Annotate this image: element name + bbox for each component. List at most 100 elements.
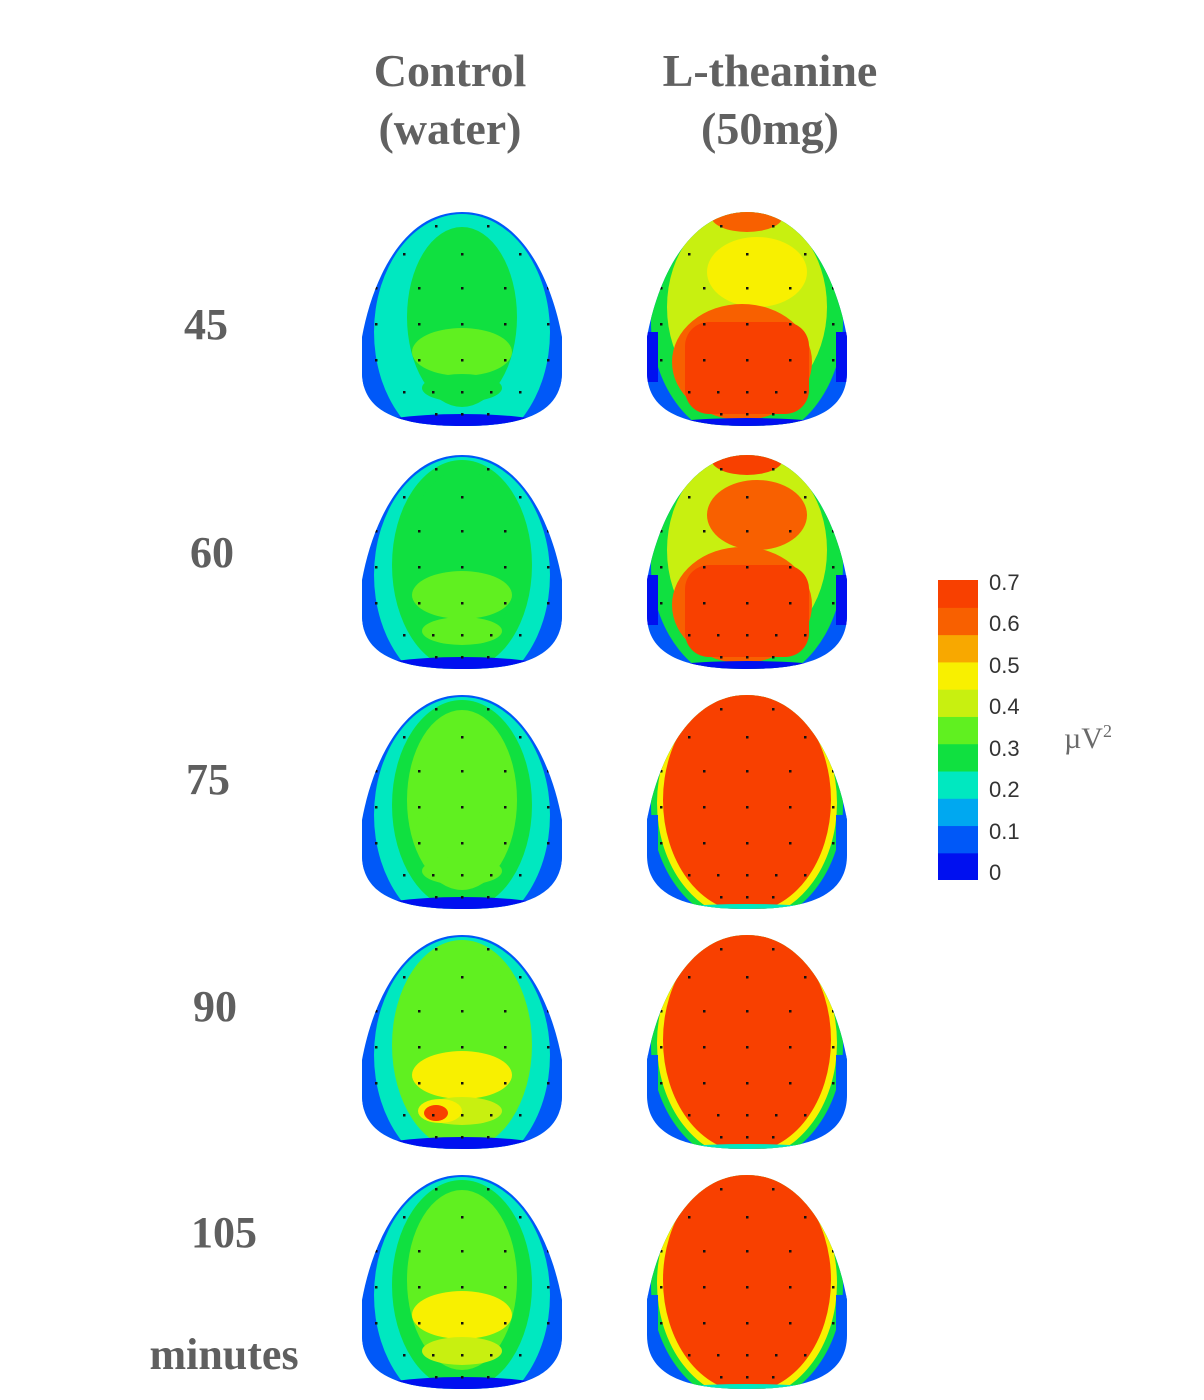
- electrode-dot: [688, 253, 691, 256]
- electrode-dot: [487, 1188, 490, 1191]
- electrode-dot: [547, 359, 550, 362]
- electrode-dot: [375, 1046, 378, 1049]
- map-edge-bottom: [367, 1137, 557, 1149]
- electrode-dot: [772, 948, 775, 951]
- electrode-dot: [720, 948, 723, 951]
- electrode-dot: [504, 530, 507, 533]
- electrode-dot: [519, 1354, 522, 1357]
- colorbar-unit-base: µV: [1064, 722, 1103, 755]
- electrode-dot: [804, 874, 807, 877]
- map-edge-left: [362, 1300, 371, 1350]
- electrode-dot: [461, 1114, 464, 1117]
- colorbar-segment: [938, 607, 978, 636]
- map-edge-right: [553, 580, 562, 630]
- electrode-dot: [772, 1188, 775, 1191]
- electrode-dot: [435, 413, 438, 416]
- electrode-dot: [746, 496, 749, 499]
- electrode-dot: [832, 287, 835, 290]
- map-edge-left: [362, 820, 371, 870]
- electrode-dot: [832, 842, 835, 845]
- electrode-dot: [660, 842, 663, 845]
- column-title-control: Control (water): [330, 42, 570, 158]
- electrode-dot: [435, 1188, 438, 1191]
- colorbar: [938, 580, 978, 880]
- electrode-dot: [519, 976, 522, 979]
- electrode-dot: [461, 842, 464, 845]
- electrode-dot: [775, 1114, 778, 1117]
- electrode-dot: [804, 976, 807, 979]
- electrode-dot: [717, 391, 720, 394]
- electrode-dot: [461, 496, 464, 499]
- electrode-dot: [519, 874, 522, 877]
- electrode-dot: [660, 1010, 663, 1013]
- electrode-dot: [435, 225, 438, 228]
- electrode-dot: [832, 1046, 835, 1049]
- electrode-dot: [490, 1114, 493, 1117]
- electrode-dot: [375, 1010, 378, 1013]
- electrode-dot: [720, 468, 723, 471]
- colorbar-segment: [938, 852, 978, 880]
- electrode-dot: [804, 1354, 807, 1357]
- colorbar-tick-label: 0.3: [989, 735, 1020, 761]
- head-map-control-60: [362, 455, 562, 669]
- electrode-dot: [772, 413, 775, 416]
- electrode-dot: [746, 1114, 749, 1117]
- electrode-dot: [375, 602, 378, 605]
- map-region-parietal: [422, 1337, 502, 1365]
- electrode-dot: [490, 634, 493, 637]
- electrode-dot: [772, 656, 775, 659]
- electrode-dot: [804, 736, 807, 739]
- electrode-dot: [717, 1114, 720, 1117]
- map-edge-bottom: [657, 1384, 837, 1389]
- electrode-dot: [519, 253, 522, 256]
- electrode-dot: [772, 708, 775, 711]
- electrode-dot: [418, 602, 421, 605]
- electrode-dot: [547, 1286, 550, 1289]
- electrode-dot: [504, 287, 507, 290]
- map-edge-left: [362, 337, 371, 387]
- electrode-dot: [789, 1010, 792, 1013]
- electrode-dot: [804, 634, 807, 637]
- electrode-dot: [688, 391, 691, 394]
- electrode-dot: [660, 1286, 663, 1289]
- map-region-occipital: [412, 328, 512, 376]
- electrode-dot: [746, 413, 749, 416]
- electrode-dot: [703, 359, 706, 362]
- electrode-dot: [403, 634, 406, 637]
- electrode-dot: [461, 391, 464, 394]
- time-label-45: 45: [184, 300, 228, 349]
- electrode-dot: [547, 842, 550, 845]
- electrode-dot: [461, 1376, 464, 1379]
- map-edge-right: [553, 820, 562, 870]
- head-map-control-90: [362, 935, 562, 1149]
- electrode-dot: [418, 1010, 421, 1013]
- electrode-dot: [418, 1082, 421, 1085]
- electrode-dot: [375, 359, 378, 362]
- electrode-dot: [375, 566, 378, 569]
- electrode-dot: [418, 1046, 421, 1049]
- electrode-dot: [461, 566, 464, 569]
- map-edge-right: [553, 1060, 562, 1110]
- electrode-dot: [746, 287, 749, 290]
- electrode-dot: [660, 770, 663, 773]
- electrode-dot: [504, 1046, 507, 1049]
- map-edge-right: [836, 575, 847, 625]
- time-unit-label: minutes: [149, 1330, 299, 1379]
- electrode-dot: [461, 976, 464, 979]
- electrode-dot: [703, 287, 706, 290]
- electrode-dot: [435, 948, 438, 951]
- electrode-dot: [461, 806, 464, 809]
- electrode-dot: [461, 1136, 464, 1139]
- electrode-dot: [832, 566, 835, 569]
- electrode-dot: [490, 391, 493, 394]
- electrode-dot: [775, 391, 778, 394]
- electrode-dot: [789, 359, 792, 362]
- electrode-dot: [789, 1046, 792, 1049]
- electrode-dot: [375, 323, 378, 326]
- electrode-dot: [703, 1322, 706, 1325]
- electrode-dot: [547, 566, 550, 569]
- electrode-dot: [789, 1322, 792, 1325]
- colorbar-segment: [938, 770, 978, 799]
- electrode-dot: [789, 770, 792, 773]
- electrode-dot: [720, 656, 723, 659]
